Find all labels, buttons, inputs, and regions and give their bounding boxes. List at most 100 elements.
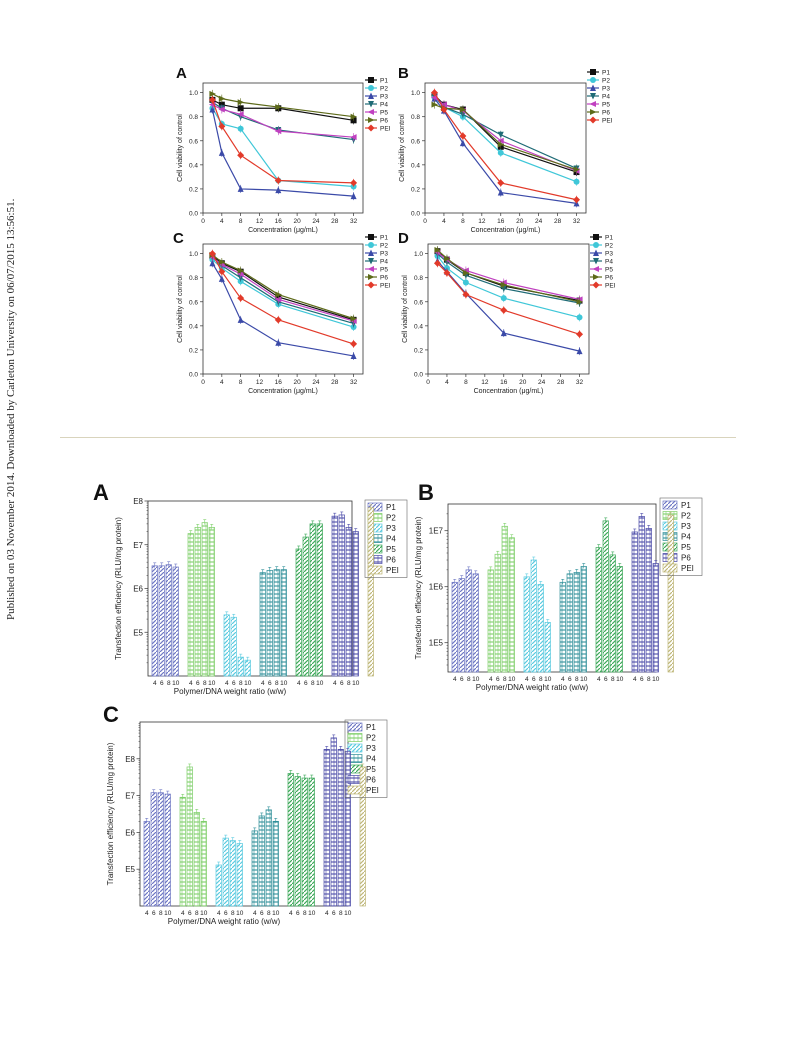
x-axis-label: Concentration (μg/mL) — [248, 227, 318, 234]
y-tick-label: 1.0 — [189, 251, 198, 258]
bar — [602, 520, 609, 673]
bar — [508, 537, 515, 673]
ratio-tick-label: 10 — [200, 910, 208, 917]
transfection-chart-C: C E5 E6 E7 E8 Transfection efficiency (RLU/mg… — [103, 702, 388, 926]
data-point — [237, 151, 245, 159]
bar — [157, 792, 164, 907]
data-point — [275, 291, 282, 298]
bar — [616, 566, 623, 673]
data-point — [218, 106, 225, 113]
series-line — [437, 260, 580, 352]
legend-marker — [368, 85, 374, 91]
bar-group-P2: 4 6 8 10 — [179, 763, 208, 917]
bar — [566, 573, 573, 673]
legend-marker — [590, 84, 596, 91]
bar-group-P1: 4 6 8 10 — [451, 566, 480, 683]
y-tick-label: 1.0 — [189, 90, 198, 97]
legend-marker — [593, 242, 599, 248]
bar-group-P3: 4 6 8 10 — [523, 556, 552, 683]
y-axis-label: Transfection efficiency (RLU/mg protein) — [106, 742, 115, 885]
y-axis-label: Transfection efficiency (RLU/mg protein) — [414, 516, 423, 659]
series-line — [212, 99, 354, 121]
data-point — [237, 185, 244, 192]
bar — [330, 737, 337, 907]
series-P4 — [431, 92, 580, 173]
y-tick-label: 1E5 — [429, 639, 444, 648]
data-point — [462, 269, 470, 276]
legend-marker — [367, 281, 375, 289]
bar — [150, 792, 157, 907]
x-tick-label: 4 — [220, 379, 224, 386]
data-point — [237, 99, 245, 106]
plot-frame — [139, 721, 349, 907]
y-tick-label: E8 — [125, 755, 135, 764]
y-tick-label: 0.4 — [189, 323, 198, 330]
legend-label: P5 — [380, 267, 388, 274]
y-tick-label: 0.8 — [411, 114, 420, 121]
bar — [501, 525, 508, 673]
series-line — [434, 97, 577, 183]
data-point — [218, 122, 226, 130]
legend-marker — [368, 249, 374, 256]
x-tick-label: 24 — [312, 218, 320, 225]
y-tick-label: 0.8 — [414, 275, 423, 282]
legend-label: P5 — [605, 267, 613, 274]
ratio-tick-label: 10 — [580, 676, 588, 683]
bar-group-P1: 4 6 8 10 — [151, 561, 180, 687]
bar-group-P4: 4 6 8 10 — [559, 563, 588, 683]
ratio-tick-label: 10 — [236, 910, 244, 917]
legend-label: PEI — [681, 564, 694, 573]
bar — [652, 563, 659, 673]
data-point — [209, 90, 216, 97]
panel-label: C — [103, 702, 119, 727]
x-tick-label: 20 — [294, 218, 302, 225]
x-tick-label: 0 — [423, 218, 427, 225]
bar — [301, 777, 308, 907]
bar-group-P3: 4 6 8 10 — [223, 611, 252, 687]
data-point — [209, 259, 216, 267]
bar — [595, 547, 602, 673]
legend-label: PEI — [605, 283, 616, 290]
legend-label: PEI — [380, 283, 391, 290]
ratio-tick-label: 4 — [297, 680, 301, 687]
y-tick-label: 0.4 — [189, 162, 198, 169]
data-point — [218, 275, 225, 282]
legend-label: P2 — [366, 734, 376, 743]
series-P3 — [209, 105, 357, 201]
x-tick-label: 12 — [256, 379, 264, 386]
legend-label: P1 — [602, 70, 610, 77]
bar — [187, 533, 194, 677]
legend-marker — [368, 242, 374, 248]
series-line — [211, 109, 354, 197]
legend-label: P1 — [366, 723, 376, 732]
series-P6 — [434, 246, 584, 306]
legend-label: PEI — [380, 126, 391, 133]
y-tick-label: 0.6 — [189, 138, 198, 145]
ratio-tick-label: 4 — [333, 680, 337, 687]
data-point — [443, 255, 451, 262]
data-point — [573, 196, 581, 204]
legend-label: P4 — [380, 259, 388, 266]
panel-label: B — [418, 480, 434, 505]
x-tick-label: 12 — [478, 218, 486, 225]
bar — [259, 572, 266, 677]
panel-label: B — [398, 65, 409, 82]
bar-group-P2: 4 6 8 10 — [487, 522, 516, 683]
panel-label: C — [173, 230, 184, 247]
ratio-tick-label: 6 — [532, 676, 536, 683]
legend-marker — [592, 281, 600, 289]
data-point — [350, 113, 358, 120]
bar-group-P6: 4 6 8 10 — [631, 513, 660, 683]
y-tick-label: 0.6 — [414, 299, 423, 306]
ratio-tick-label: 6 — [188, 910, 192, 917]
legend-marker — [593, 274, 600, 280]
bar-group-PEI — [667, 511, 674, 673]
bar — [229, 840, 236, 907]
x-tick-label: 28 — [554, 218, 562, 225]
data-point — [576, 347, 583, 355]
bar — [465, 569, 472, 673]
series-line — [434, 94, 577, 173]
data-point — [208, 96, 216, 104]
legend-marker — [593, 258, 599, 265]
legend-label: P2 — [602, 78, 610, 85]
